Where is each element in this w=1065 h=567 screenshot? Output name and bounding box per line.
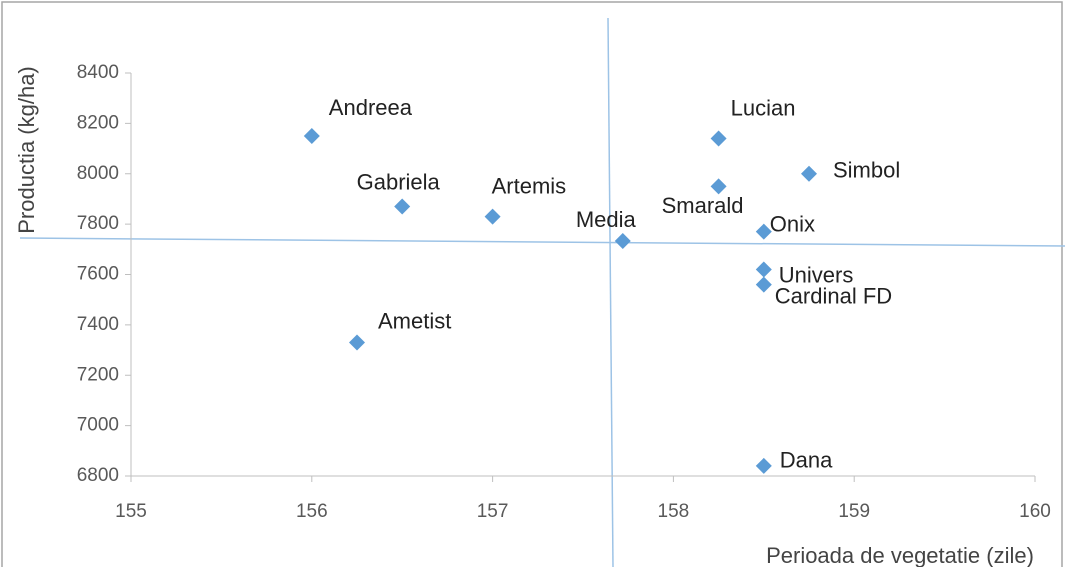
y-tick-label: 8000: [77, 163, 119, 184]
y-tick-label: 8200: [77, 112, 119, 133]
x-tick-label: 156: [296, 501, 328, 522]
x-tick-label: 160: [1019, 501, 1051, 522]
point: [710, 178, 727, 195]
y-tick-label: 7800: [77, 213, 119, 234]
point-label: Lucian: [731, 95, 796, 120]
point-label: Ametist: [378, 308, 451, 333]
point: [303, 127, 320, 144]
y-tick-label: 8400: [77, 62, 119, 83]
y-axis-title: Productia (kg/ha): [14, 66, 39, 234]
y-tick-label: 7000: [77, 415, 119, 436]
point-label: Cardinal FD: [775, 283, 892, 308]
y-tick-label: 6800: [77, 465, 119, 486]
point-label: Andreea: [329, 95, 413, 120]
point: [755, 261, 772, 278]
point: [755, 276, 772, 293]
point-label: Dana: [780, 448, 833, 473]
point-label: Onix: [770, 211, 815, 236]
point-label: Simbol: [833, 158, 900, 183]
x-tick-label: 158: [658, 501, 690, 522]
point: [755, 457, 772, 474]
point: [394, 198, 411, 215]
mean-line-horizontal: [19, 237, 1065, 247]
point: [484, 208, 501, 225]
point: [801, 165, 817, 182]
point-label: Artemis: [492, 173, 567, 198]
point-label: Media: [576, 207, 637, 232]
y-tick-label: 7600: [77, 264, 119, 285]
y-tick-label: 7200: [77, 364, 119, 385]
point: [710, 130, 727, 147]
x-tick-label: 157: [477, 501, 509, 522]
y-tick-label: 7400: [77, 314, 119, 335]
point: [755, 223, 772, 240]
x-tick-label: 155: [115, 501, 147, 522]
point-label: Univers: [779, 262, 854, 287]
point: [349, 334, 365, 351]
point-label: Gabriela: [357, 169, 441, 194]
x-tick-label: 159: [838, 501, 870, 522]
point: [614, 233, 631, 250]
point-label: Smarald: [662, 193, 744, 218]
x-axis-title: Perioada de vegetatie (zile): [766, 543, 1034, 567]
